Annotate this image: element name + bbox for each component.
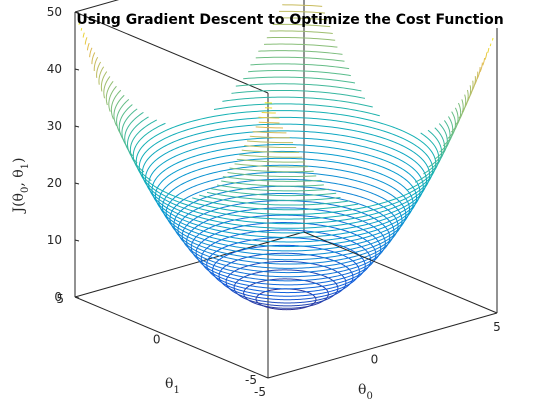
axes-back-box <box>74 0 498 379</box>
contour-line <box>200 229 372 290</box>
z-tick-mark <box>74 11 80 14</box>
contour-line <box>181 200 391 274</box>
z-tick-mark <box>74 68 80 71</box>
chart-title: Using Gradient Descent to Optimize the C… <box>76 12 503 28</box>
z-tick-label: 40 <box>47 62 62 76</box>
back-edge <box>74 296 269 379</box>
z-tick-label: 50 <box>47 5 62 19</box>
contour-line <box>135 110 437 215</box>
axes-front-box <box>267 231 498 379</box>
contour-line <box>132 103 440 211</box>
contour-line <box>110 50 462 173</box>
z-tick-mark <box>74 182 80 185</box>
back-edge <box>74 11 269 94</box>
contour-line <box>173 185 399 265</box>
x-tick-label: 0 <box>371 353 379 367</box>
contour-line <box>100 23 472 153</box>
contour-line <box>124 83 448 197</box>
contour-lines <box>78 0 494 311</box>
contour-line <box>243 278 329 309</box>
contour-line <box>148 137 424 234</box>
y-tick-label: -5 <box>245 373 257 387</box>
y-axis-label: θ1 <box>165 376 180 396</box>
contour-line <box>93 4 479 139</box>
y-axis-line <box>303 231 498 314</box>
contour-line <box>82 32 490 114</box>
contour-line <box>108 43 464 168</box>
contour-line <box>98 17 474 149</box>
x-tick-label: -5 <box>254 385 266 399</box>
contour-line <box>118 69 454 187</box>
x-axis-line <box>267 312 498 379</box>
contour-line <box>78 22 494 104</box>
contour-line <box>121 76 451 192</box>
contour-line <box>169 178 403 261</box>
z-tick-mark <box>74 239 80 242</box>
contour-line <box>141 123 431 225</box>
contour-line <box>113 56 459 178</box>
contour-line <box>80 27 492 109</box>
contour-line <box>206 237 366 294</box>
z-tick-mark <box>74 125 80 128</box>
z-axis-label: J(θ0, θ1) <box>11 157 31 214</box>
z-tick-mark <box>74 296 80 299</box>
contour-line <box>162 164 410 252</box>
contour-line <box>129 96 443 206</box>
back-edge <box>74 0 120 13</box>
contour-line <box>84 37 488 119</box>
z-tick-label: 20 <box>47 176 62 190</box>
y-tick-label: 5 <box>56 292 64 306</box>
back-edge <box>74 231 305 298</box>
contour-line <box>177 192 395 269</box>
contour-line <box>91 0 481 134</box>
contour-line <box>103 30 469 158</box>
contour-line <box>165 171 407 256</box>
contour-line <box>186 207 386 278</box>
contour-line <box>96 10 476 144</box>
x-tick-label: 5 <box>493 320 501 334</box>
contour-line <box>190 214 382 282</box>
contour-line <box>89 47 483 129</box>
z-tick-label: 30 <box>47 119 62 133</box>
contour-line <box>105 36 467 163</box>
contour-line <box>151 144 421 238</box>
z-tick-label: 0 <box>54 290 62 304</box>
contour-line <box>145 130 427 229</box>
contour-line <box>138 116 434 220</box>
contour-line <box>127 89 445 201</box>
x-axis-label: θ0 <box>358 382 373 402</box>
contour-line <box>116 63 456 182</box>
y-tick-label: 0 <box>153 333 161 347</box>
contour-line <box>158 157 414 247</box>
z-tick-label: 10 <box>47 233 62 247</box>
contour-line <box>86 42 486 124</box>
